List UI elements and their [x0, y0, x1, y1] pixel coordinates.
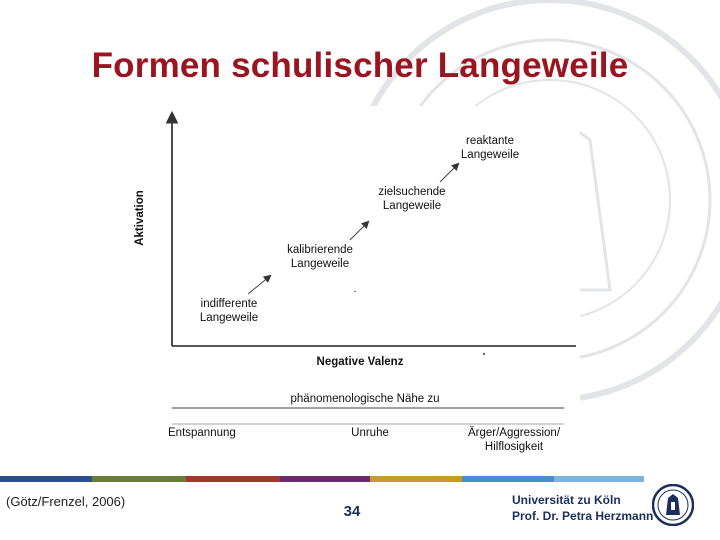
x-axis-label: Negative Valenz: [316, 356, 404, 368]
institution-text: Universität zu Köln Prof. Dr. Petra Herz…: [512, 492, 653, 524]
citation: (Götz/Frenzel, 2006): [6, 494, 126, 509]
professor-name: Prof. Dr. Petra Herzmann: [512, 509, 654, 523]
arrow-2: [349, 220, 370, 241]
arrow-1: [247, 274, 272, 295]
arrow-3: [439, 162, 460, 183]
university-logo: [652, 484, 694, 526]
institution-name: Universität zu Köln: [512, 493, 621, 507]
boredom-diagram: Aktivation indifferente Langeweile kalib…: [134, 106, 580, 468]
boredom-type-searching: zielsuchende Langeweile: [378, 186, 446, 212]
slide-title: Formen schulischer Langeweile: [91, 46, 629, 85]
boredom-type-calibrating: kalibrierende Langeweile: [287, 244, 353, 270]
boredom-type-reactant: reaktante Langeweile: [460, 135, 520, 161]
page-number: 34: [343, 503, 361, 520]
proximity-label: phänomenologische Nähe zu: [290, 393, 440, 405]
proximity-item-restlessness: Unruhe: [351, 427, 389, 439]
y-axis-label: Aktivation: [134, 190, 146, 246]
boredom-type-indifferent: indifferente Langeweile: [199, 298, 259, 324]
proximity-item-relaxation: Entspannung: [168, 427, 236, 439]
proximity-item-anger: Ärger/Aggression/ Hilflosigkeit: [467, 427, 561, 453]
